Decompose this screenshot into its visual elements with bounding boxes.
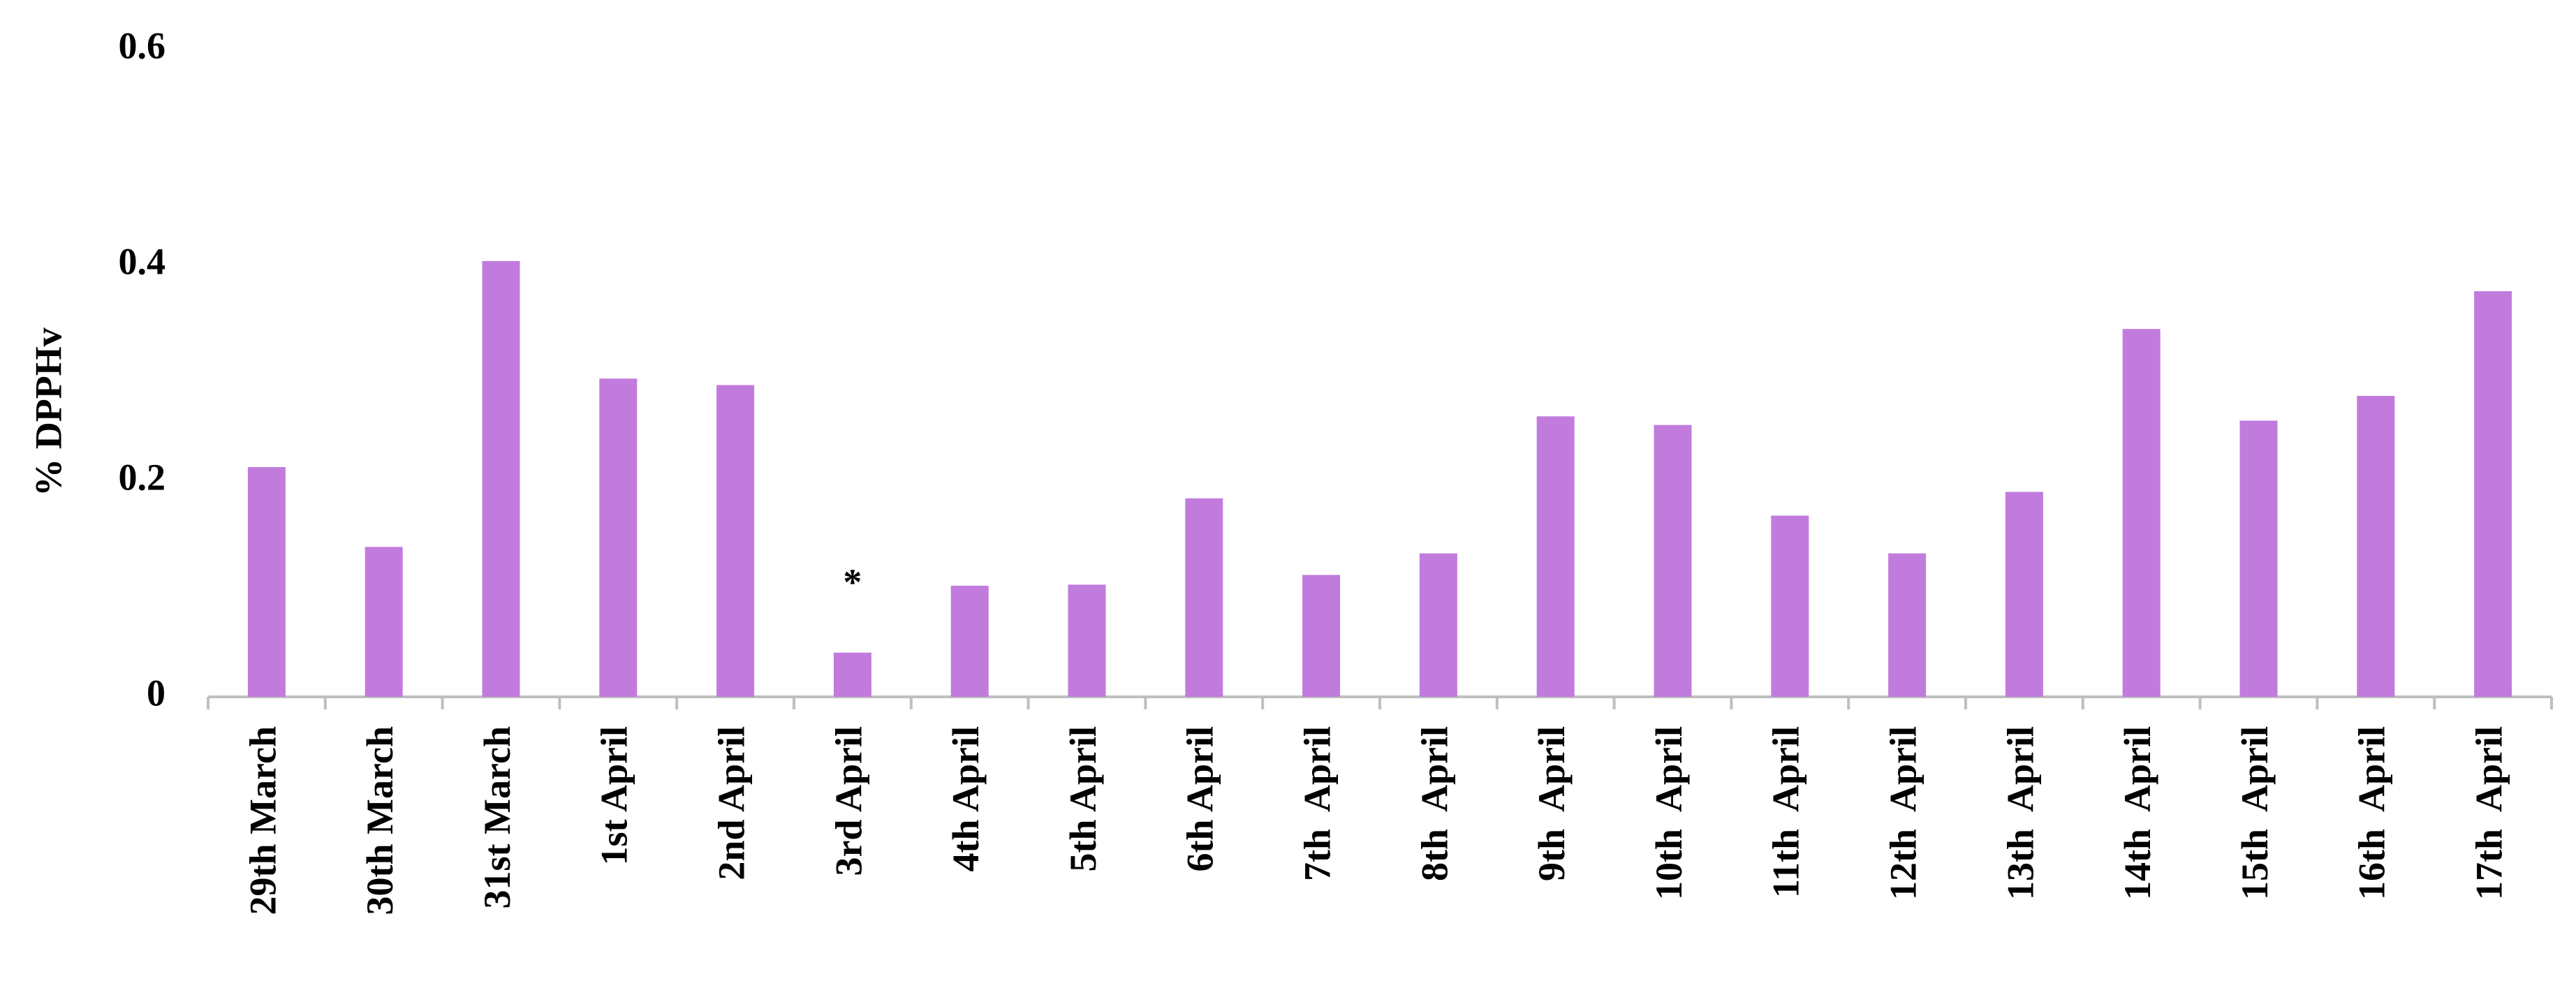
x-tick-label: 29th March <box>242 726 284 915</box>
bar <box>247 466 286 697</box>
x-tick-label: 14th April <box>2117 726 2158 900</box>
bar <box>1654 425 1692 697</box>
x-tick-label: 31st March <box>476 726 518 908</box>
x-tick-label: 6th April <box>1179 726 1221 872</box>
bar <box>1302 575 1341 697</box>
bar <box>950 585 989 697</box>
x-tick-label: 12th April <box>1882 726 1924 900</box>
x-tick-label: 11th April <box>1765 726 1807 898</box>
bar <box>365 547 403 697</box>
y-tick-label: 0.4 <box>119 240 166 282</box>
x-tick-label: 1st April <box>594 726 635 866</box>
bar <box>1536 416 1575 697</box>
y-tick-label: 0.6 <box>119 24 166 66</box>
y-tick-label: 0.2 <box>119 456 166 498</box>
x-tick-label: 9th April <box>1531 726 1573 881</box>
x-tick-label: 4th April <box>945 726 987 872</box>
bar <box>1419 553 1457 697</box>
bar <box>1185 498 1223 697</box>
x-tick-label: 3rd April <box>827 726 869 876</box>
bar <box>1888 553 1927 697</box>
bar <box>716 385 755 697</box>
x-tick-label: 5th April <box>1062 726 1104 872</box>
x-tick-label: 7th April <box>1296 726 1338 881</box>
bar <box>833 652 871 697</box>
bar <box>2005 492 2043 697</box>
annotation: * <box>843 561 862 603</box>
bar <box>2239 420 2278 697</box>
x-tick-label: 10th April <box>1648 726 1690 900</box>
bar <box>1771 515 1809 697</box>
x-tick-label: 8th April <box>1413 726 1455 881</box>
x-tick-label: 16th April <box>2351 726 2393 900</box>
x-tick-label: 15th April <box>2234 726 2276 900</box>
bar <box>2357 395 2395 697</box>
y-axis-label: % DPPHv <box>27 327 69 496</box>
x-tick-label: 13th April <box>1999 726 2041 900</box>
bar <box>2122 329 2161 697</box>
bar <box>1068 584 1106 697</box>
y-tick-label: 0 <box>147 672 165 714</box>
bar <box>2474 291 2512 698</box>
bar <box>599 378 638 697</box>
x-tick-label: 2nd April <box>710 726 752 880</box>
x-tick-label: 30th March <box>359 726 401 915</box>
x-tick-label: 17th April <box>2468 726 2510 900</box>
bar <box>482 260 520 697</box>
